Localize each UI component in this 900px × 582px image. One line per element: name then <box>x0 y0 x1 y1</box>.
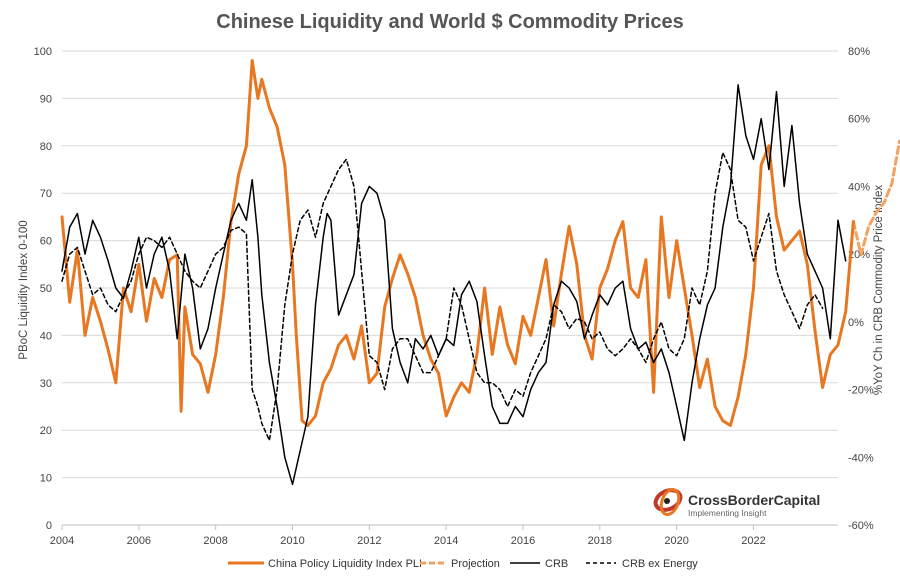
y-left-tick-label: 40 <box>40 330 52 342</box>
x-axis-ticks: 2004 2006 2008 2010 2012 2014 2016 2018 2020 2022 <box>50 525 766 547</box>
y-right-tick-label: 0% <box>848 317 864 329</box>
x-tick-label: 2010 <box>280 535 304 547</box>
y-left-tick-label: 50 <box>40 283 52 295</box>
y-left-tick-label: 10 <box>40 473 52 485</box>
y-right-tick-label: 60% <box>848 114 870 126</box>
x-tick-label: 2016 <box>511 535 535 547</box>
y-right-tick-label: 20% <box>848 249 870 261</box>
logo-name: CrossBorderCapital <box>688 492 820 508</box>
legend-label: CRB ex Energy <box>622 558 698 570</box>
x-tick-label: 2006 <box>127 535 151 547</box>
y-left-tick-label: 20 <box>40 425 52 437</box>
legend-label: CRB <box>545 558 568 570</box>
y-right-tick-label: 40% <box>848 181 870 193</box>
y-left-tick-label: 60 <box>40 236 52 248</box>
legend-label: China Policy Liquidity Index PLI <box>268 558 422 570</box>
crossbordercapital-logo: CrossBorderCapital Implementing Insight <box>653 487 820 518</box>
x-tick-label: 2004 <box>50 535 74 547</box>
right-axis-ticks: -60% -40% -20% 0% 20% 40% 60% 80% <box>848 46 874 532</box>
y-right-tick-label: -60% <box>848 520 874 532</box>
legend: China Policy Liquidity Index PLI Projecti… <box>228 558 698 570</box>
series-line-crb <box>61 84 847 486</box>
y-left-tick-label: 70 <box>40 188 52 200</box>
series-line-projection <box>851 139 900 257</box>
chart-title: Chinese Liquidity and World $ Commodity … <box>216 11 683 33</box>
logo-swirl-icon <box>653 487 683 517</box>
y-left-tick-label: 90 <box>40 93 52 105</box>
gridlines <box>62 50 838 479</box>
y-right-tick-label: 80% <box>848 46 870 58</box>
y-left-tick-label: 30 <box>40 378 52 390</box>
y-axis-right-title: %YoY Ch in CRB Commodity Price Index <box>873 185 885 396</box>
x-tick-label: 2014 <box>434 535 458 547</box>
y-left-tick-label: 100 <box>34 46 52 58</box>
x-tick-label: 2012 <box>357 535 381 547</box>
x-tick-label: 2022 <box>741 535 765 547</box>
logo-tagline: Implementing Insight <box>688 508 767 518</box>
left-axis-ticks: 0 10 20 30 40 50 60 70 80 90 100 <box>34 46 52 532</box>
legend-label: Projection <box>451 558 500 570</box>
y-right-tick-label: -20% <box>848 385 874 397</box>
x-tick-label: 2020 <box>664 535 688 547</box>
y-axis-left-title: PBoC Liquidity Index 0-100 <box>18 220 30 359</box>
y-left-tick-label: 0 <box>46 520 52 532</box>
series-line-china-policy-liquidity-index-pli <box>60 59 855 427</box>
y-left-tick-label: 80 <box>40 141 52 153</box>
x-tick-label: 2008 <box>203 535 227 547</box>
series-layer <box>60 59 900 486</box>
x-tick-label: 2018 <box>588 535 612 547</box>
y-right-tick-label: -40% <box>848 452 874 464</box>
